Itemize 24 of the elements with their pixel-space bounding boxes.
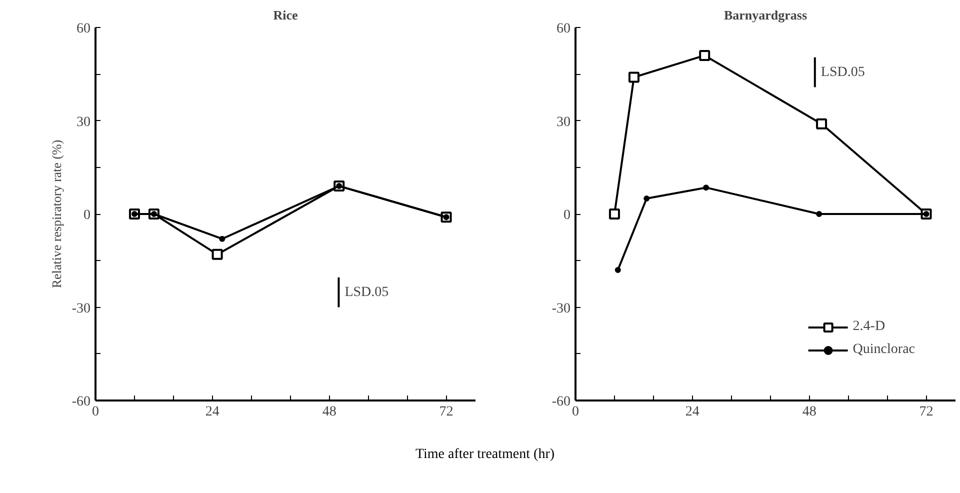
- x-tick-label: 72: [919, 404, 934, 420]
- x-tick-label: 24: [205, 404, 220, 420]
- x-tick-label: 72: [439, 404, 454, 420]
- y-tick-label: 30: [76, 114, 90, 130]
- y-tick-label: 0: [84, 208, 90, 223]
- y-tick-label: 60: [76, 22, 90, 36]
- annotation: LSD.05: [344, 284, 389, 300]
- y-tick-label: 60: [556, 22, 570, 36]
- x-axis-title: Time after treatment (hr): [415, 446, 555, 464]
- x-tick-label: 48: [802, 404, 816, 420]
- chart-title: Rice: [273, 8, 298, 22]
- x-tick-label: 24: [685, 404, 700, 420]
- chart-title: Barnyardgrass: [724, 8, 808, 22]
- legend-label: Quinclorac: [852, 342, 915, 358]
- y-tick-label: 30: [556, 114, 570, 130]
- x-tick-label: 48: [322, 404, 336, 420]
- y-tick-label: -60: [552, 394, 571, 410]
- legend-label: 2.4-D: [852, 319, 886, 335]
- y-tick-label: -60: [72, 394, 91, 410]
- annotation: LSD.05: [820, 64, 865, 80]
- y-tick-label: -30: [552, 301, 571, 316]
- y-axis-title: Relative respiratory rate (%): [48, 140, 64, 288]
- y-tick-label: -30: [72, 301, 91, 316]
- y-tick-label: 0: [564, 208, 570, 223]
